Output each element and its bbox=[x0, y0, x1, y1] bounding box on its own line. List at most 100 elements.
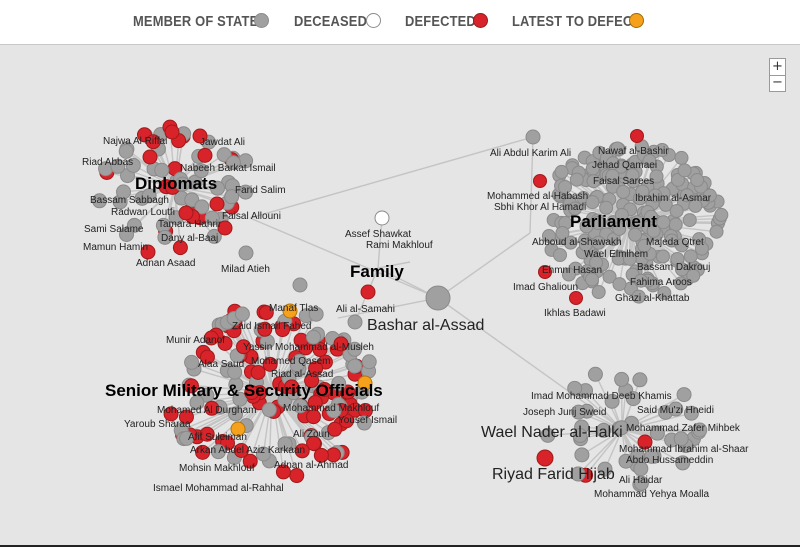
person-node[interactable] bbox=[119, 226, 135, 242]
person-node[interactable] bbox=[675, 455, 691, 471]
person-node[interactable] bbox=[648, 188, 663, 203]
person-node[interactable] bbox=[189, 395, 205, 411]
person-node[interactable] bbox=[591, 235, 606, 250]
person-node[interactable] bbox=[331, 375, 347, 391]
person-node[interactable] bbox=[224, 189, 240, 205]
person-node[interactable] bbox=[574, 447, 590, 463]
person-node[interactable] bbox=[625, 168, 640, 183]
person-node[interactable] bbox=[238, 184, 254, 200]
person-node[interactable] bbox=[682, 213, 697, 228]
person-node[interactable] bbox=[361, 354, 377, 370]
person-node[interactable] bbox=[605, 156, 620, 171]
person-node[interactable] bbox=[118, 143, 134, 159]
person-node[interactable] bbox=[347, 341, 363, 357]
person-node[interactable] bbox=[585, 195, 600, 210]
person-node[interactable] bbox=[141, 188, 157, 204]
person-node[interactable] bbox=[655, 249, 670, 264]
person-node[interactable] bbox=[533, 174, 547, 188]
person-node[interactable] bbox=[591, 284, 606, 299]
person-node[interactable] bbox=[568, 201, 583, 216]
person-node[interactable] bbox=[563, 235, 578, 250]
person-node[interactable] bbox=[282, 303, 298, 319]
person-node[interactable] bbox=[589, 255, 604, 270]
person-node[interactable] bbox=[199, 426, 215, 442]
person-node[interactable] bbox=[602, 269, 617, 284]
person-node[interactable] bbox=[630, 129, 644, 143]
person-node[interactable] bbox=[206, 228, 222, 244]
person-node[interactable] bbox=[250, 364, 266, 380]
person-node[interactable] bbox=[649, 425, 665, 441]
center-node[interactable] bbox=[425, 285, 451, 311]
person-node[interactable] bbox=[233, 442, 249, 458]
person-node[interactable] bbox=[227, 364, 243, 380]
person-node[interactable] bbox=[294, 443, 310, 459]
person-node[interactable] bbox=[644, 448, 660, 464]
person-node[interactable] bbox=[257, 321, 273, 337]
person-node[interactable] bbox=[649, 169, 664, 184]
person-node[interactable] bbox=[204, 210, 220, 226]
person-node[interactable] bbox=[612, 221, 627, 236]
person-node[interactable] bbox=[628, 227, 643, 242]
person-node[interactable] bbox=[289, 357, 305, 373]
person-node[interactable] bbox=[232, 391, 248, 407]
person-node[interactable] bbox=[203, 330, 219, 346]
person-node[interactable] bbox=[572, 428, 588, 444]
person-node[interactable] bbox=[694, 241, 709, 256]
person-node[interactable] bbox=[154, 162, 170, 178]
person-node[interactable] bbox=[690, 173, 705, 188]
person-node[interactable] bbox=[637, 238, 652, 253]
person-node[interactable] bbox=[634, 273, 649, 288]
family-defected-node[interactable] bbox=[360, 284, 376, 300]
person-node[interactable] bbox=[204, 400, 220, 416]
person-node[interactable] bbox=[142, 149, 158, 165]
person-node[interactable] bbox=[312, 342, 328, 358]
person-node[interactable] bbox=[590, 215, 605, 230]
person-node[interactable] bbox=[178, 409, 194, 425]
person-node[interactable] bbox=[140, 244, 156, 260]
zoom-out-button[interactable]: − bbox=[772, 75, 783, 90]
person-node[interactable] bbox=[220, 435, 236, 451]
person-node[interactable] bbox=[677, 163, 692, 178]
person-node[interactable] bbox=[614, 420, 630, 436]
person-node[interactable] bbox=[275, 322, 291, 338]
family-deceased-node[interactable] bbox=[374, 210, 390, 226]
person-node[interactable] bbox=[199, 349, 215, 365]
person-node[interactable] bbox=[536, 449, 554, 467]
person-node[interactable] bbox=[347, 358, 363, 374]
person-node[interactable] bbox=[145, 134, 161, 150]
family-node[interactable] bbox=[347, 314, 363, 330]
person-node[interactable] bbox=[184, 354, 200, 370]
person-node[interactable] bbox=[664, 233, 679, 248]
person-node[interactable] bbox=[340, 384, 356, 400]
person-node[interactable] bbox=[599, 200, 614, 215]
person-node[interactable] bbox=[178, 205, 194, 221]
person-node[interactable] bbox=[116, 184, 132, 200]
person-node[interactable] bbox=[558, 180, 572, 194]
person-node[interactable] bbox=[234, 306, 250, 322]
person-node[interactable] bbox=[326, 403, 342, 419]
person-node[interactable] bbox=[618, 453, 634, 469]
person-node[interactable] bbox=[225, 155, 241, 171]
person-node[interactable] bbox=[192, 128, 208, 144]
network-canvas[interactable]: Diplomats Parliament Family Senior Military… bbox=[0, 45, 800, 545]
person-node[interactable] bbox=[655, 143, 670, 158]
person-node[interactable] bbox=[305, 329, 321, 345]
person-node[interactable] bbox=[164, 124, 180, 140]
person-node[interactable] bbox=[284, 379, 300, 395]
person-node[interactable] bbox=[709, 224, 724, 239]
person-node[interactable] bbox=[554, 164, 569, 179]
person-node[interactable] bbox=[567, 380, 583, 396]
person-node[interactable] bbox=[668, 401, 684, 417]
person-node[interactable] bbox=[676, 387, 692, 403]
person-node[interactable] bbox=[633, 475, 649, 491]
person-node[interactable] bbox=[193, 163, 209, 179]
person-node[interactable] bbox=[92, 193, 108, 209]
person-node[interactable] bbox=[631, 289, 646, 304]
person-node[interactable] bbox=[610, 141, 625, 156]
ali-abdul-node[interactable] bbox=[525, 129, 541, 145]
person-node[interactable] bbox=[642, 153, 657, 168]
person-node[interactable] bbox=[304, 373, 320, 389]
person-node[interactable] bbox=[540, 427, 556, 443]
person-node[interactable] bbox=[622, 251, 637, 266]
person-node[interactable] bbox=[553, 248, 567, 262]
